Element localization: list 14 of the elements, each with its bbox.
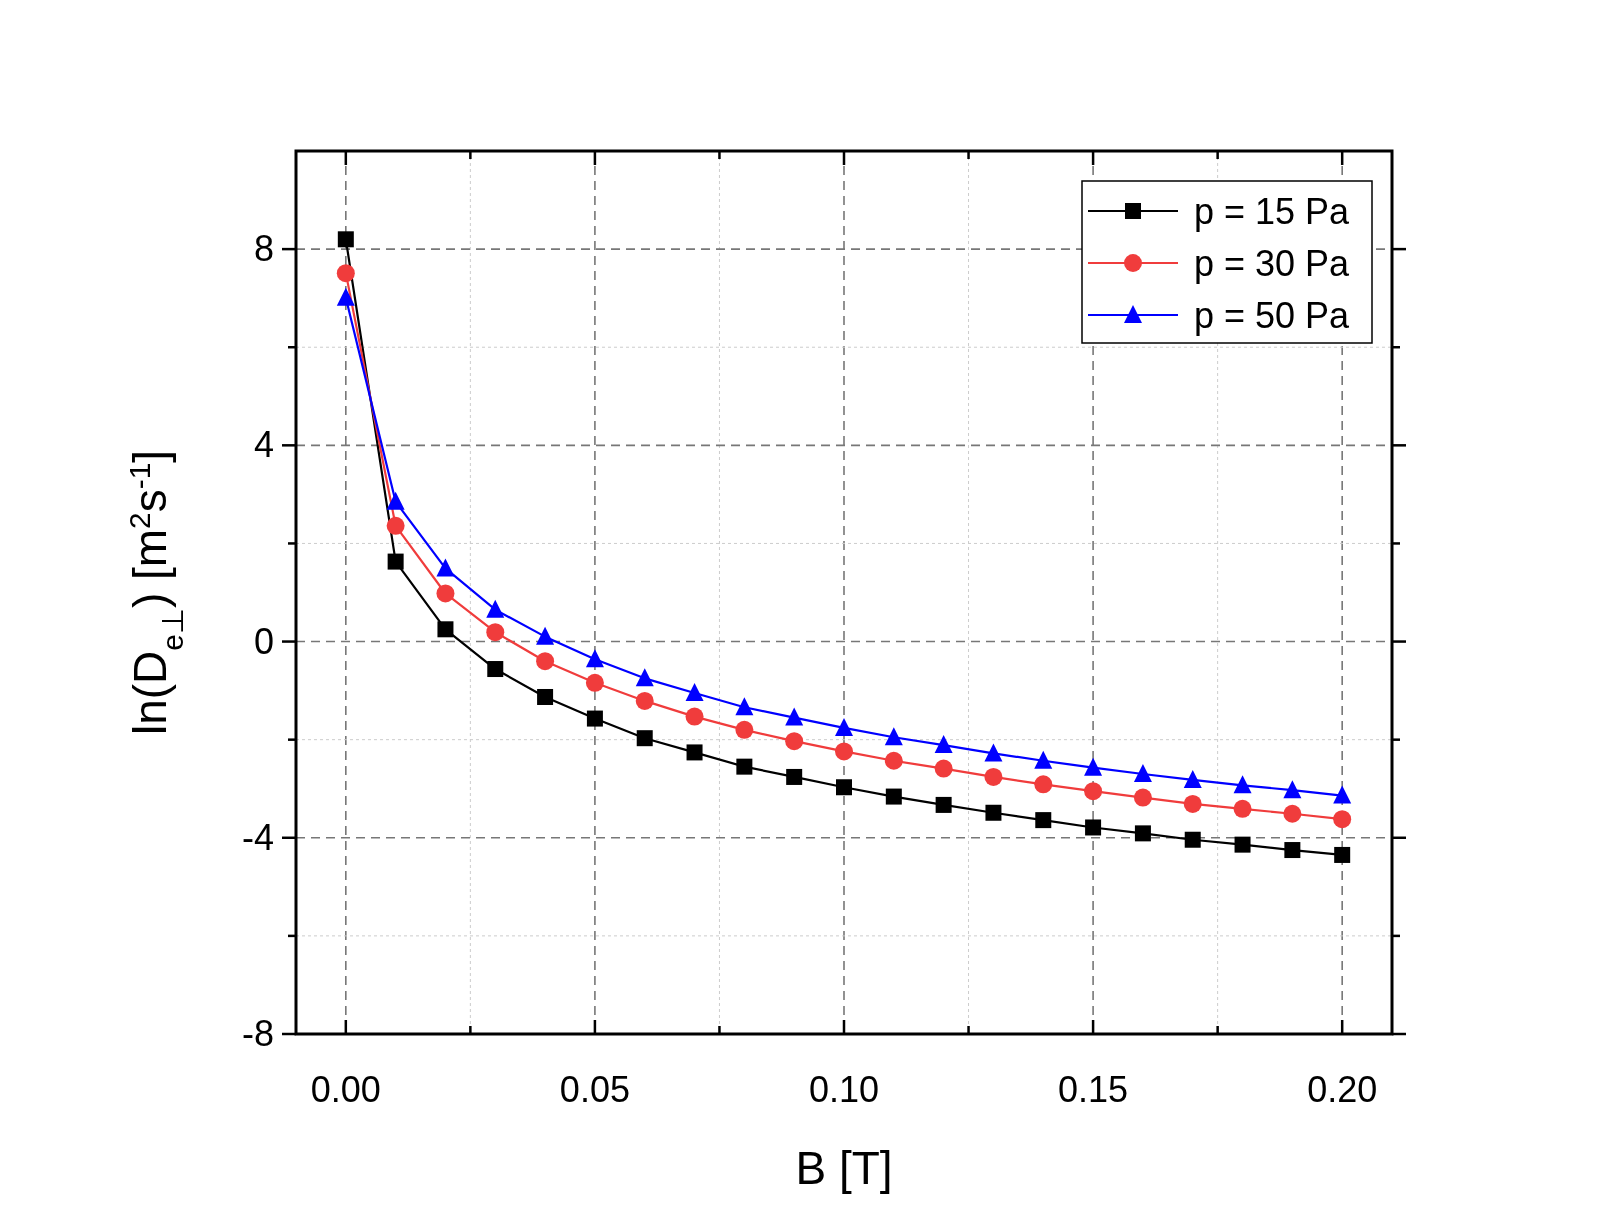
y-tick-label: 0 [253, 620, 274, 662]
legend-label: p = 50 Pa [1194, 295, 1351, 336]
y-tick-label: 8 [253, 228, 274, 270]
y-tick-label: -8 [241, 1013, 274, 1054]
x-tick-label: 0.05 [559, 1069, 630, 1110]
x-tick-label: 0.20 [1307, 1069, 1378, 1110]
y-tick-label: -4 [241, 816, 274, 858]
legend-label: p = 30 Pa [1194, 243, 1351, 284]
x-tick-label: 0.15 [1058, 1069, 1129, 1110]
x-axis-title: B [T] [795, 1142, 893, 1194]
legend-label: p = 15 Pa [1194, 191, 1351, 232]
y-tick-label: 4 [253, 424, 274, 466]
x-tick-label: 0.00 [310, 1069, 381, 1110]
x-tick-label: 0.10 [808, 1069, 880, 1110]
